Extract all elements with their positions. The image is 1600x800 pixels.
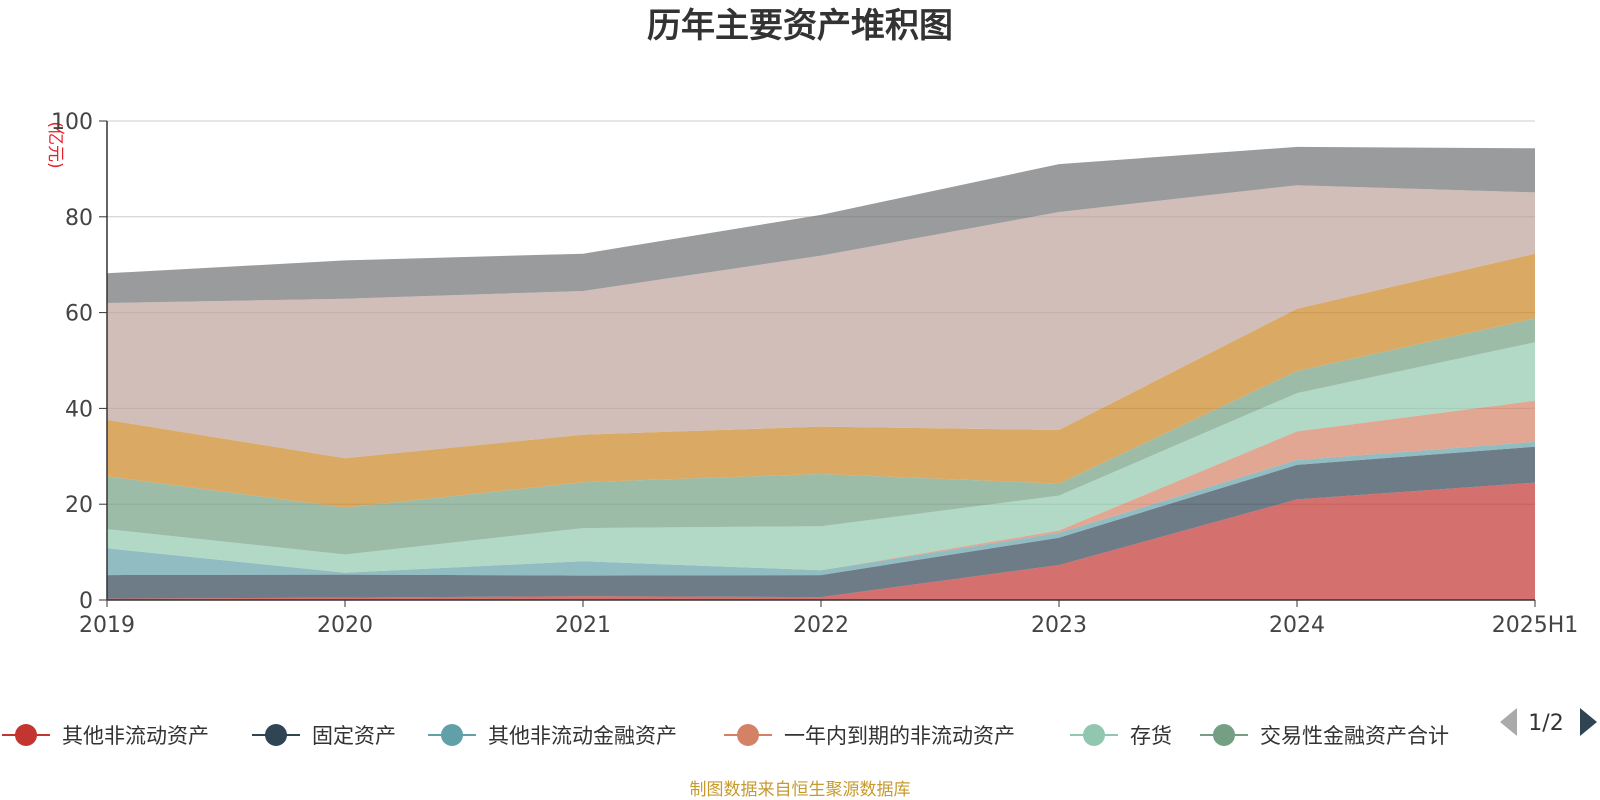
area-series-1 [107,446,1535,599]
legend-item[interactable]: 固定资产 [252,724,396,748]
legend-label: 其他非流动资产 [62,724,209,748]
legend-page-indicator: 1/2 [1528,711,1563,736]
y-axis-unit: (亿元) [45,121,65,168]
legend-item[interactable]: 其他非流动资产 [2,724,209,748]
legend-label: 存货 [1130,724,1172,748]
legend-label: 其他非流动金融资产 [488,724,677,748]
x-tick-label: 2020 [317,613,373,638]
y-tick-label: 100 [51,110,93,135]
area-series-7 [107,185,1535,459]
y-tick-label: 80 [65,206,93,231]
x-tick-label: 2021 [555,613,611,638]
area-series-4 [107,342,1535,573]
y-tick-label: 20 [65,493,93,518]
legend-marker-icon [1213,724,1235,746]
y-tick-label: 40 [65,397,93,422]
legend-marker-icon [1083,724,1105,746]
x-tick-label: 2019 [79,613,135,638]
legend-item[interactable]: 存货 [1070,724,1172,748]
x-tick-label: 2023 [1031,613,1087,638]
y-tick-label: 0 [79,589,93,614]
legend-marker-icon [441,724,463,746]
area-series-2 [107,441,1535,576]
stacked-areas [107,146,1535,600]
legend-marker-icon [15,724,37,746]
legend-marker-icon [265,724,287,746]
area-series-0 [107,482,1535,600]
chart-title: 历年主要资产堆积图 [647,6,953,46]
data-source-footer: 制图数据来自恒生聚源数据库 [690,780,911,800]
triangle-left-icon[interactable] [1500,708,1517,736]
legend-item[interactable]: 交易性金融资产合计 [1200,724,1449,748]
x-tick-label: 2025H1 [1492,613,1579,638]
x-tick-label: 2024 [1269,613,1325,638]
area-series-6 [107,253,1535,508]
legend-label: 交易性金融资产合计 [1260,724,1449,748]
y-tick-label: 60 [65,302,93,327]
legend-label: 一年内到期的非流动资产 [784,724,1015,748]
legend-pager[interactable]: 1/2 [1500,708,1597,736]
legend[interactable]: 其他非流动资产 固定资产 其他非流动金融资产 一年内到期的非流动资产 存货 交易性金融资产… [2,724,1449,748]
area-series-5 [107,318,1535,555]
legend-item[interactable]: 一年内到期的非流动资产 [724,724,1015,748]
axes: 0 20 40 60 80 100 2019 2020 2021 2022 2023 2024 2025… [51,110,1578,638]
legend-label: 固定资产 [312,724,396,748]
x-tick-label: 2022 [793,613,849,638]
legend-item[interactable]: 其他非流动金融资产 [428,724,677,748]
area-series-8 [107,146,1535,303]
triangle-right-icon[interactable] [1580,708,1597,736]
legend-marker-icon [737,724,759,746]
